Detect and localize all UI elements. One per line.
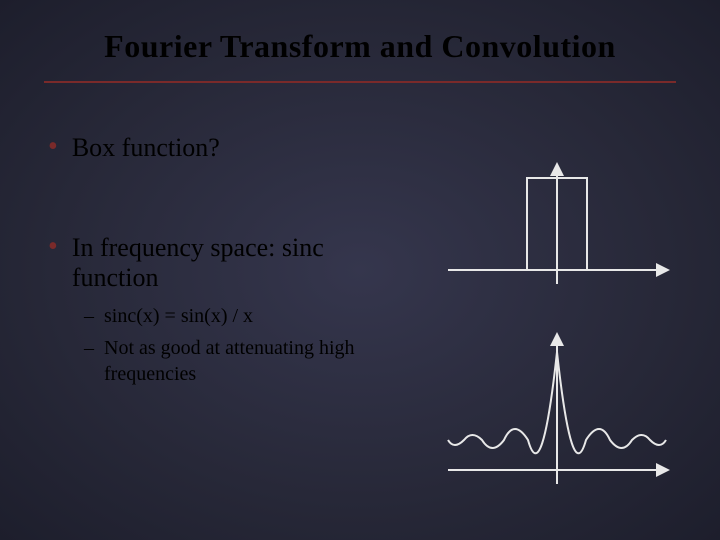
bullet-dot-icon: •	[48, 233, 58, 261]
slide: Fourier Transform and Convolution • Box …	[0, 0, 720, 540]
dash-icon: –	[84, 335, 94, 361]
bullet-item-1: • Box function?	[48, 133, 672, 163]
box-function-chart	[442, 160, 672, 290]
bullet-dot-icon: •	[48, 133, 58, 161]
sub-1-text: sinc(x) = sin(x) / x	[104, 303, 253, 329]
sub-bullet-1: – sinc(x) = sin(x) / x	[84, 303, 672, 329]
dash-icon: –	[84, 303, 94, 329]
sinc-function-chart	[442, 330, 672, 490]
sub-2-text: Not as good at attenuating high frequenc…	[104, 335, 414, 387]
slide-title: Fourier Transform and Convolution	[0, 0, 720, 65]
bullet-2-text: In frequency space: sinc function	[72, 233, 372, 293]
bullet-1-text: Box function?	[72, 133, 220, 163]
